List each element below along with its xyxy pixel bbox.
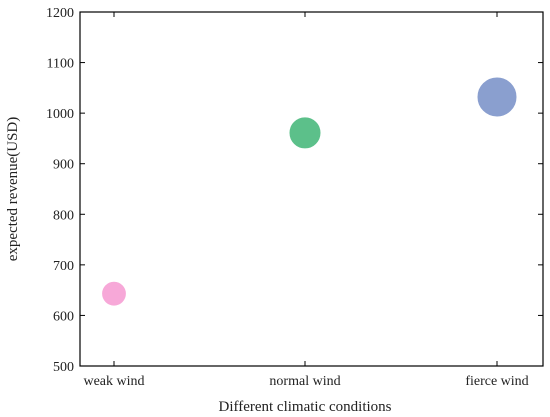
bubble-3	[477, 77, 517, 117]
y-tick-label: 900	[53, 158, 74, 173]
x-axis-ticks: weak wind normal wind fierce wind	[83, 12, 529, 389]
bubble-1	[102, 281, 126, 306]
x-tick-label: fierce wind	[465, 374, 528, 389]
data-points	[102, 77, 517, 306]
y-tick-label: 500	[53, 360, 74, 375]
y-tick-label: 700	[53, 259, 74, 274]
y-tick-label: 1100	[47, 57, 74, 72]
x-tick-label: normal wind	[269, 374, 340, 389]
y-axis-title: expected revenue(USD)	[5, 117, 21, 262]
y-tick-label: 1200	[46, 6, 74, 21]
plot-frame	[79, 11, 544, 367]
y-tick-label: 1000	[46, 107, 74, 122]
x-axis-title: Different climatic conditions	[218, 399, 391, 415]
y-tick-label: 800	[53, 208, 74, 223]
bubble-2	[289, 117, 321, 149]
x-tick-label: weak wind	[83, 374, 144, 389]
y-tick-label: 600	[53, 309, 74, 324]
y-axis-ticks: 500 600 700 800 900 1000 1100 1200	[46, 6, 543, 375]
